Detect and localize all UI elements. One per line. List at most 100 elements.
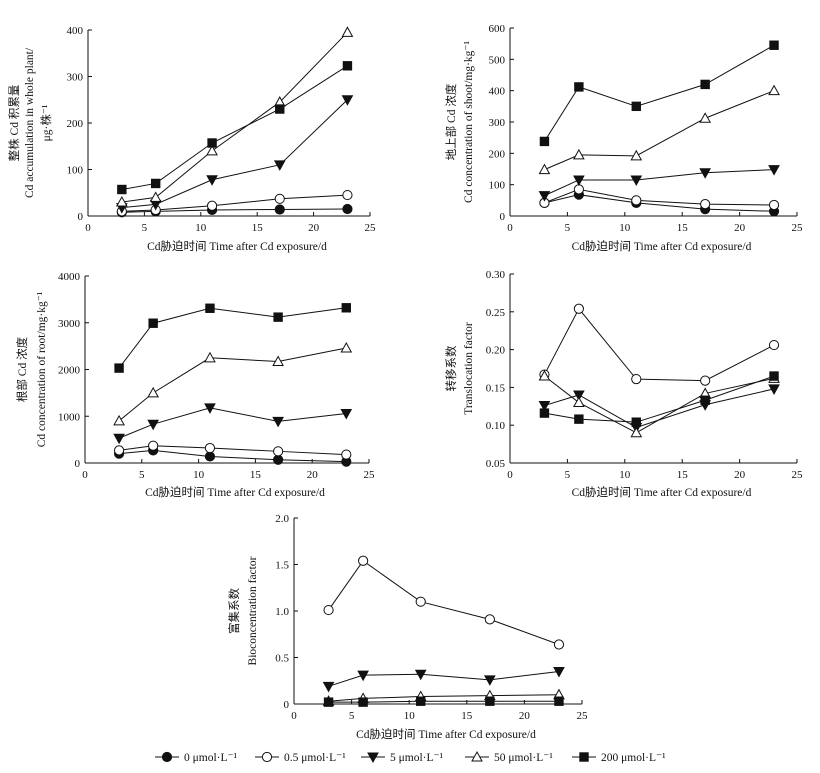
x-tick-label: 10 [195,222,207,234]
data-point [574,82,584,92]
y-tick-label: 2000 [58,365,81,377]
legend-item: 0 μmol·L⁻¹ [155,751,238,764]
x-tick-label: 25 [792,469,804,481]
y-tick-label: 200 [67,118,84,130]
data-point [573,303,584,314]
x-tick-label: 25 [364,469,376,481]
legend-item: 5 μmol·L⁻¹ [361,752,444,764]
data-point [414,669,427,681]
y-axis-title: Translocation factor [463,322,475,415]
series-4 [323,696,564,707]
y-tick-label: 200 [489,148,506,160]
legend-marker [367,752,379,764]
y-tick-label: 300 [489,117,506,129]
data-point [573,148,585,160]
data-point [207,138,217,148]
chart-panel-2: 0 5 10 15 20 25 0 100 200 300 400 500 600 Cd胁迫时间 Time… [444,23,803,253]
data-point [274,204,285,215]
y-tick-label: 0 [75,458,81,470]
data-point [415,596,426,607]
data-point [272,355,284,367]
x-tick-label: 20 [307,469,319,481]
data-point [206,144,218,156]
y-tick-label: 300 [67,72,84,84]
data-point [700,79,710,90]
series-1 [539,184,780,211]
data-point [573,184,584,195]
y-tick-label: 0 [500,211,506,223]
series-line [328,560,560,645]
x-tick-label: 0 [507,469,513,481]
chart-panel-3: 0 5 10 15 20 25 0 1000 2000 3000 4000 Cd胁迫时间 Time a… [15,271,375,499]
chart-panel-4: 0 5 10 15 20 25 0.05 0.10 0.15 0.20 0.25 0.30 Cd胁迫时间… [444,269,803,499]
data-point [700,198,711,210]
series-2 [538,165,780,202]
y-tick-label: 0.25 [486,307,506,319]
data-point [553,639,565,650]
data-point [341,303,351,313]
series-1 [539,303,780,386]
data-point [538,191,551,202]
data-point [630,426,643,438]
y-axis-title: μg·株⁻¹ [39,104,53,141]
legend-item: 50 μmol·L⁻¹ [465,750,553,764]
x-tick-label: 10 [193,469,205,481]
legend-label: 5 μmol·L⁻¹ [390,752,444,764]
y-axis-title: Cd accumulation in whole plant/ [24,47,36,198]
data-point [574,414,584,424]
legend-marker [161,751,173,763]
data-point [573,396,585,408]
data-point [700,375,711,386]
y-tick-label: 1.5 [275,560,289,572]
legend-marker [579,752,589,762]
data-point [204,351,216,363]
y-tick-label: 1.0 [275,606,289,618]
data-point [342,61,353,71]
data-point [554,696,564,706]
data-point [323,697,334,707]
data-point [148,318,158,328]
series-4 [539,371,779,427]
series-line [121,31,348,203]
legend-label: 0 μmol·L⁻¹ [184,752,238,764]
data-point [147,419,160,431]
y-axis-title: 整株 Cd 积累量 [7,85,21,162]
x-tick-label: 10 [619,222,631,234]
data-point [484,614,495,625]
y-tick-label: 500 [489,54,506,66]
data-point [538,163,551,175]
data-point [630,175,643,186]
series-line [118,347,347,422]
data-point [147,386,160,398]
data-point [539,136,550,147]
data-point [114,363,124,373]
y-axis-title: 富集系数 [227,588,241,634]
y-tick-label: 0 [284,699,290,711]
x-tick-label: 20 [734,222,746,234]
series-4 [114,303,351,373]
data-point [539,408,550,418]
x-tick-label: 5 [139,469,145,481]
data-point [273,454,284,465]
data-point [341,26,354,37]
x-tick-label: 10 [404,710,416,722]
data-point [769,371,779,381]
data-point [113,445,125,456]
data-point [768,199,780,211]
data-point [205,303,215,313]
y-tick-label: 0.20 [486,345,506,357]
data-point [341,95,354,106]
y-tick-label: 2.0 [275,513,289,525]
data-point [630,149,643,161]
y-tick-label: 400 [67,25,84,37]
data-point [341,449,352,460]
x-tick-label: 0 [507,222,513,234]
data-point [538,370,551,381]
data-point [768,339,780,351]
chart-panel-5: 0 5 10 15 20 25 0 0.5 1.0 1.5 2.0 Cd胁迫时间 Time after… [227,513,588,741]
series-4 [117,61,353,195]
data-point [273,312,283,322]
series-line [121,65,348,190]
y-axis-title: 根部 Cd 浓度 [15,336,29,402]
